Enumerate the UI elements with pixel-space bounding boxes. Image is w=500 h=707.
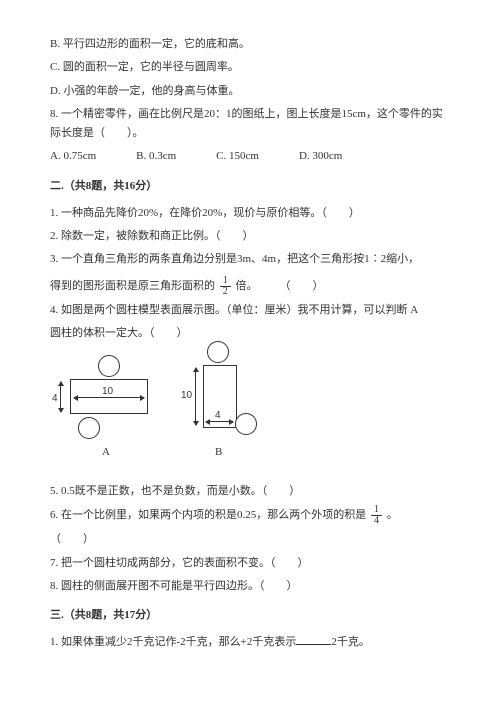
fig-b-label: B (215, 443, 222, 462)
s2-q3a: 3. 一个直角三角形的两条直角边分别是3m、4m，把这个三角形按1∶2缩小， (50, 250, 450, 269)
q8-opt-d: D. 300cm (299, 147, 342, 166)
frac-num: 1 (220, 276, 231, 287)
s2-q3b-pre: 得到的图形面积是原三角形面积的 (50, 280, 215, 292)
q7-opt-d: D. 小强的年龄一定，他的身高与体重。 (50, 82, 450, 101)
s2-q6: 6. 在一个比例里，如果两个内项的积是0.25，那么两个外项的积是 1 4 。 (50, 505, 450, 526)
s2-q4b: 圆柱的体积一定大。（ ） (50, 324, 450, 343)
q8-opt-a: A. 0.75cm (50, 147, 96, 166)
fraction-icon: 1 4 (371, 505, 382, 526)
s2-q4a: 4. 如图是两个圆柱模型表面展示图。（单位：厘米）我不用计算，可以判断 A (50, 301, 450, 320)
s2-q8: 8. 圆柱的侧面展开图不可能是平行四边形。（ ） (50, 577, 450, 596)
arrow-v-icon (60, 382, 61, 412)
fraction-icon: 1 2 (220, 276, 231, 297)
section-2-title: 二.（共8题，共16分） (50, 177, 450, 196)
s2-q6-pre: 6. 在一个比例里，如果两个内项的积是0.25，那么两个外项的积是 (50, 509, 366, 521)
q7-opt-b: B. 平行四边形的面积一定，它的底和高。 (50, 35, 450, 54)
frac-den: 2 (220, 287, 231, 297)
s2-q2: 2. 除数一定，被除数和商正比例。（ ） (50, 227, 450, 246)
q8-text: 8. 一个精密零件，画在比例尺是20：1的图纸上，图上长度是15cm，这个零件的… (50, 105, 450, 144)
s3-q1: 1. 如果体重减少2千克记作-2千克，那么+2千克表示 2千克。 (50, 633, 450, 652)
s2-q6-post: 。 (387, 509, 398, 521)
dim-4-a: 4 (52, 390, 58, 408)
fig-a-label: A (102, 443, 110, 462)
s2-q6-paren: （ ） (50, 530, 450, 549)
arrow-v-icon (195, 368, 196, 425)
section-3-title: 三.（共8题，共17分） (50, 606, 450, 625)
s2-q7: 7. 把一个圆柱切成两部分，它的表面积不变。（ ） (50, 554, 450, 573)
q8-opt-b: B. 0.3cm (136, 147, 176, 166)
blank-line (296, 634, 331, 645)
dim-10-b: 10 (181, 387, 192, 405)
circle-icon (235, 413, 257, 435)
s2-q3b: 得到的图形面积是原三角形面积的 1 2 倍。 （ ） (50, 276, 450, 297)
dim-10: 10 (102, 383, 113, 401)
dim-4-b: 4 (215, 407, 221, 425)
q8-opt-c: C. 150cm (216, 147, 259, 166)
s3-q1-post: 2千克。 (331, 636, 370, 648)
frac-den: 4 (371, 516, 382, 526)
circle-icon (98, 355, 120, 377)
s2-q1: 1. 一种商品先降价20%，在降价20%，现价与原价相等。（ ） (50, 204, 450, 223)
circle-icon (78, 417, 100, 439)
s3-q1-pre: 1. 如果体重减少2千克记作-2千克，那么+2千克表示 (50, 636, 296, 648)
circle-icon (207, 341, 229, 363)
q8-options: A. 0.75cm B. 0.3cm C. 150cm D. 300cm (50, 147, 450, 166)
s2-q3b-post: 倍。 （ ） (236, 280, 324, 292)
q7-opt-c: C. 圆的面积一定，它的半径与圆周率。 (50, 58, 450, 77)
s2-q5: 5. 0.5既不是正数，也不是负数，而是小数。（ ） (50, 482, 450, 501)
figure-area: 10 4 A 10 4 B (60, 355, 450, 470)
